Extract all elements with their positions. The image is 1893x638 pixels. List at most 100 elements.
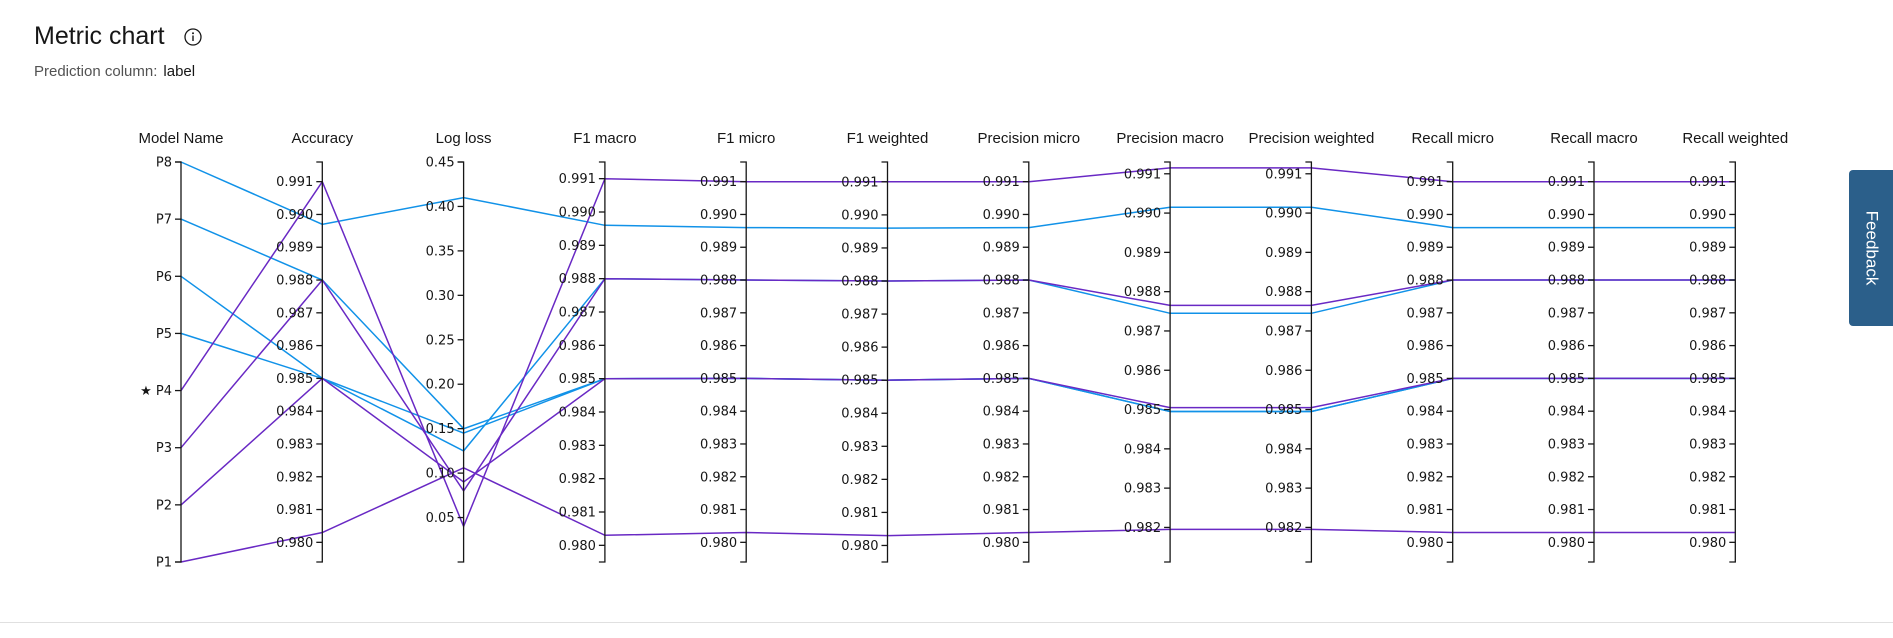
- axis-line-recall_micro: [1446, 161, 1454, 563]
- tick-label: 0.984: [1689, 405, 1726, 420]
- tick-label: 0.980: [841, 539, 878, 554]
- feedback-button[interactable]: Feedback: [1849, 170, 1893, 326]
- tick-label: 0.985: [276, 372, 313, 387]
- tick-label: 0.986: [1689, 339, 1726, 354]
- tick-label: P7: [156, 213, 172, 228]
- tick-label: 0.991: [700, 175, 737, 190]
- tick-label: 0.982: [559, 472, 596, 487]
- axis-precision_weighted: Precision weighted 0.982 0.983 0.984 0.985 0.…: [1248, 130, 1374, 563]
- tick-label: 0.986: [1265, 364, 1302, 379]
- axis-line-precision_micro: [1022, 161, 1030, 563]
- tick-label: 0.988: [559, 272, 596, 287]
- prediction-column-label: Prediction column:: [34, 63, 158, 80]
- tick-label: 0.991: [983, 175, 1020, 190]
- axis-line-accuracy: [316, 161, 323, 563]
- tick-label: 0.983: [1548, 437, 1585, 452]
- tick-label: 0.990: [1265, 207, 1302, 222]
- axis-line-precision_weighted: [1305, 161, 1313, 563]
- tick-label: 0.987: [1265, 324, 1302, 339]
- tick-label: 0.983: [1689, 437, 1726, 452]
- tick-label: 0.986: [841, 341, 878, 356]
- tick-label: 0.989: [1265, 246, 1302, 261]
- tick-label: 0.988: [1548, 274, 1585, 289]
- axis-f1_weighted: F1 weighted 0.980 0.981 0.982 0.983 0.984 0.98…: [841, 130, 928, 563]
- axis-line-model: [175, 161, 182, 563]
- tick-label: 0.984: [983, 405, 1020, 420]
- tick-label: 0.990: [1548, 208, 1585, 223]
- axis-f1_macro: F1 macro 0.980 0.981 0.982 0.983 0.984 0.985 0.…: [559, 130, 637, 563]
- tick-label: 0.982: [1406, 470, 1443, 485]
- tick-label: 0.10: [426, 467, 455, 482]
- axis-title-recall_weighted: Recall weighted: [1682, 130, 1788, 147]
- tick-label: 0.985: [1548, 372, 1585, 387]
- axis-model: Model Name P1 P2 P3 ★ P4 P5 P6 P7 P8: [138, 130, 223, 571]
- info-circle-icon[interactable]: [183, 27, 203, 47]
- series-lines: [180, 161, 1736, 563]
- tick-label: 0.984: [559, 406, 596, 421]
- axis-line-f1_weighted: [881, 161, 889, 563]
- axis-recall_micro: Recall micro 0.980 0.981 0.982 0.983 0.984 0.9…: [1406, 130, 1494, 563]
- tick-label: 0.983: [1265, 482, 1302, 497]
- tick-label: 0.988: [1689, 274, 1726, 289]
- tick-label: 0.990: [1124, 207, 1161, 222]
- axis-title-recall_micro: Recall micro: [1411, 130, 1494, 147]
- axis-title-precision_weighted: Precision weighted: [1248, 130, 1374, 147]
- tick-label: 0.988: [1265, 285, 1302, 300]
- tick-label: 0.989: [1124, 246, 1161, 261]
- tick-label: 0.985: [559, 372, 596, 387]
- series-line-p7: [180, 218, 1736, 430]
- tick-label: 0.988: [1406, 274, 1443, 289]
- tick-label: 0.985: [1124, 403, 1161, 418]
- axis-line-recall_macro: [1588, 161, 1595, 563]
- axis-f1_micro: F1 micro 0.980 0.981 0.982 0.983 0.984 0.985 0.…: [700, 130, 775, 563]
- tick-label: 0.983: [841, 440, 878, 455]
- tick-label: P3: [156, 441, 172, 456]
- tick-label: 0.982: [1124, 521, 1161, 536]
- axis-title-accuracy: Accuracy: [291, 130, 353, 147]
- tick-label: 0.980: [276, 536, 313, 551]
- tick-label: 0.984: [1124, 442, 1161, 457]
- tick-label: 0.991: [559, 172, 596, 187]
- series-line-p3: [180, 277, 1736, 493]
- tick-label: 0.981: [1406, 503, 1443, 518]
- axis-line-f1_micro: [740, 161, 747, 563]
- prediction-column-value: label: [163, 63, 196, 80]
- tick-label: 0.987: [1406, 306, 1443, 321]
- tick-label: 0.982: [700, 470, 737, 485]
- tick-label: 0.35: [426, 244, 455, 259]
- tick-label: 0.990: [700, 208, 737, 223]
- tick-label: 0.989: [1406, 241, 1443, 256]
- axis-logloss: Log loss 0.05 0.10 0.15 0.20 0.25 0.30 0.35 0.40…: [426, 130, 492, 563]
- axis-title-f1_macro: F1 macro: [573, 130, 636, 147]
- tick-label: 0.986: [700, 339, 737, 354]
- tick-label: 0.989: [700, 241, 737, 256]
- tick-label: 0.985: [700, 372, 737, 387]
- title-row: Metric chart: [34, 22, 203, 51]
- tick-label: 0.983: [559, 439, 596, 454]
- axis-line-recall_weighted: [1729, 161, 1736, 563]
- tick-label: 0.986: [1406, 339, 1443, 354]
- tick-label: 0.45: [426, 156, 455, 171]
- tick-label: 0.982: [983, 470, 1020, 485]
- tick-label: 0.981: [559, 506, 596, 521]
- tick-label: 0.991: [1265, 167, 1302, 182]
- tick-label: 0.991: [1124, 167, 1161, 182]
- tick-label: 0.988: [1124, 285, 1161, 300]
- tick-label: 0.980: [1689, 536, 1726, 551]
- axis-title-precision_macro: Precision macro: [1116, 130, 1224, 147]
- tick-label: 0.984: [700, 405, 737, 420]
- axis-title-logloss: Log loss: [436, 130, 492, 147]
- tick-label: 0.991: [1406, 175, 1443, 190]
- tick-label: 0.982: [1265, 521, 1302, 536]
- tick-label: 0.991: [1548, 175, 1585, 190]
- tick-label: P2: [156, 498, 172, 513]
- tick-label: 0.980: [983, 536, 1020, 551]
- axis-line-f1_macro: [598, 161, 606, 563]
- tick-label: 0.990: [1406, 208, 1443, 223]
- tick-label: 0.988: [276, 274, 313, 289]
- axis-precision_macro: Precision macro 0.982 0.983 0.984 0.985 0.986…: [1116, 130, 1224, 563]
- tick-label: 0.983: [276, 437, 313, 452]
- series-line-p4: [180, 167, 1736, 529]
- tick-label: 0.988: [841, 275, 878, 290]
